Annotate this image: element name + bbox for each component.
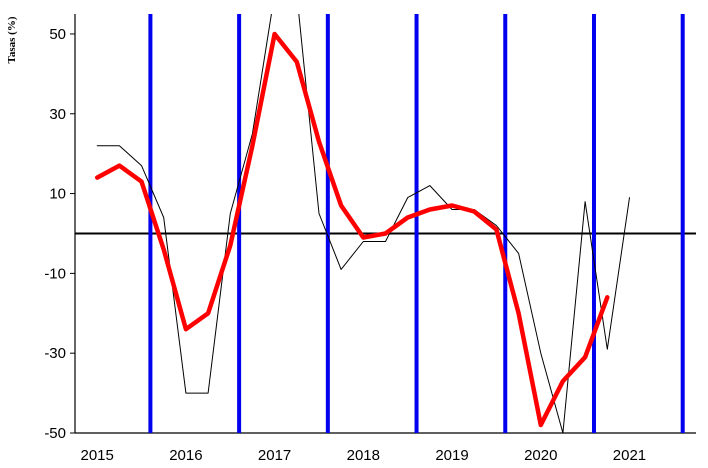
x-year-label: 2018 xyxy=(347,447,380,464)
series-line-thick xyxy=(94,31,610,428)
series-line-thin xyxy=(96,14,630,433)
y-tick-label: 30 xyxy=(49,106,66,123)
x-year-label: 2019 xyxy=(435,447,468,464)
y-tick-label: -30 xyxy=(44,345,66,362)
y-tick-label: -50 xyxy=(44,425,66,442)
y-ticks: 50 30 10 -10 -30 -50 xyxy=(44,26,75,442)
x-year-label: 2020 xyxy=(524,447,557,464)
y-tick-label: 50 xyxy=(49,26,66,43)
series-layer xyxy=(94,14,630,433)
x-labels: 2015 2016 2017 2018 2019 2020 2021 xyxy=(80,447,646,464)
x-year-label: 2016 xyxy=(169,447,202,464)
plot-area: 50 30 10 -10 -30 -50 2015 2016 2017 2018 2019 2020… xyxy=(44,14,696,464)
x-year-label: 2021 xyxy=(613,447,646,464)
year-dividers xyxy=(148,14,685,433)
y-tick-label: 10 xyxy=(49,186,66,203)
y-axis-title: Tasas (%) xyxy=(6,16,18,63)
y-tick-label: -10 xyxy=(44,265,66,282)
x-year-label: 2015 xyxy=(80,447,113,464)
x-year-label: 2017 xyxy=(258,447,291,464)
